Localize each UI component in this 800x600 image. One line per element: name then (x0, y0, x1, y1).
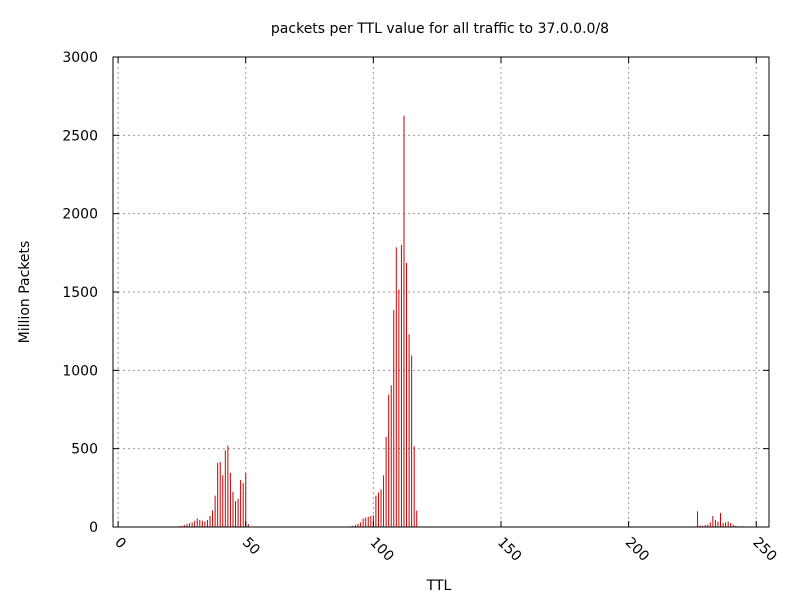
axis-ticks: 0 500 1000 1500 2000 2500 3000 0 50 100 150 200 250 (62, 50, 779, 565)
y-tick-label: 3000 (62, 50, 98, 66)
x-tick-label: 250 (749, 535, 779, 565)
plot-frame (112, 56, 770, 528)
x-tick-label: 100 (367, 535, 397, 565)
x-tick-label: 150 (494, 535, 524, 565)
x-tick-label: 200 (622, 535, 652, 565)
y-tick-label: 0 (89, 520, 98, 536)
x-tick-label: 0 (111, 535, 129, 553)
x-axis-label: TTL (426, 578, 452, 594)
y-tick-label: 500 (71, 442, 98, 458)
grid-lines (113, 57, 769, 527)
y-axis-label: Million Packets (17, 241, 33, 344)
y-tick-label: 2500 (62, 128, 98, 144)
x-tick-label: 50 (239, 535, 263, 559)
bars (178, 115, 744, 527)
y-tick-label: 1000 (62, 363, 98, 379)
y-tick-label: 1500 (62, 285, 98, 301)
y-tick-label: 2000 (62, 207, 98, 223)
chart-title: packets per TTL value for all traffic to… (271, 21, 609, 37)
